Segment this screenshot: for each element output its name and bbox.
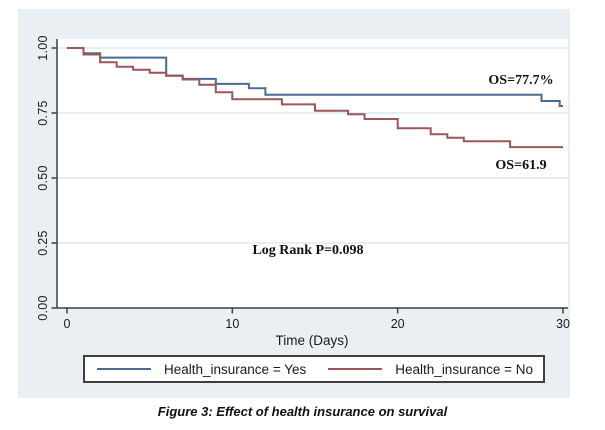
annotation-os-no: OS=61.9 (495, 158, 547, 173)
survival-plot (51, 39, 568, 314)
x-axis-title: Time (Days) (275, 333, 349, 348)
x-tick-label: 20 (390, 317, 405, 331)
y-tick-label: 0.50 (36, 165, 50, 191)
no-line-sample-icon (328, 368, 383, 370)
y-tick-label: 0.75 (36, 100, 50, 126)
plot-area (57, 39, 568, 308)
km-curve-1 (67, 47, 563, 149)
legend-item-yes: Health_insurance = Yes (97, 362, 306, 377)
yes-line-sample-icon (97, 368, 151, 370)
y-tick-label: 1.00 (36, 35, 50, 61)
legend-label-no: Health_insurance = No (395, 361, 533, 377)
legend: Health_insurance = Yes Health_insurance … (83, 355, 545, 383)
annotation-log-rank: Log Rank P=0.098 (252, 243, 364, 258)
annotation-os-yes: OS=77.7% (488, 73, 554, 88)
legend-item-no: Health_insurance = No (328, 362, 533, 377)
x-tick-label: 30 (556, 317, 570, 331)
figure-caption: Figure 3: Effect of health insurance on … (157, 404, 448, 419)
y-tick-label: 0.25 (36, 230, 50, 256)
legend-label-yes: Health_insurance = Yes (164, 361, 307, 377)
x-tick-label: 0 (63, 317, 71, 331)
y-tick-label: 0.00 (36, 295, 50, 321)
x-tick-label: 10 (225, 317, 240, 331)
km-figure: 1.00 0.75 0.50 0.25 0.00 0 10 20 30 Time (Days)… (18, 9, 570, 398)
